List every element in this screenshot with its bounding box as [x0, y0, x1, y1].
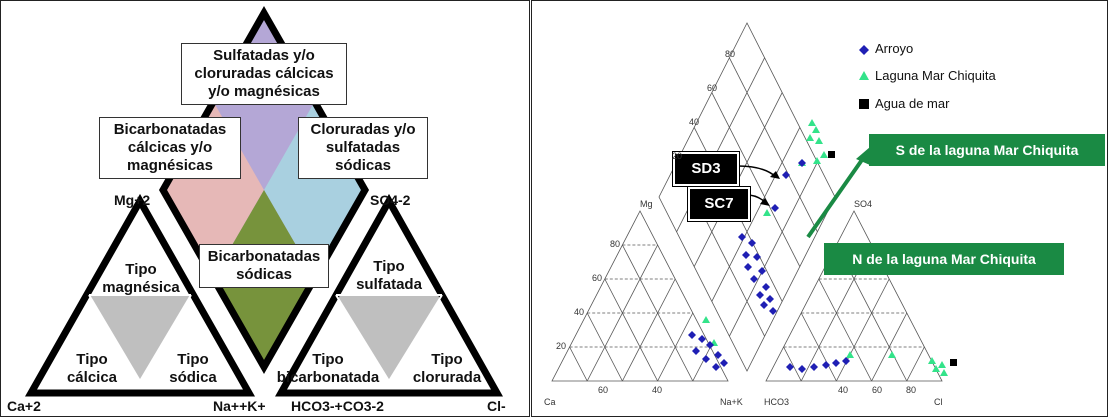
cation-triangle [24, 193, 256, 397]
axis-label-nak: Na+K [720, 397, 743, 407]
arrow-head-sc7 [760, 198, 770, 206]
legend-laguna: Laguna Mar Chiquita [875, 68, 996, 83]
cation-gray-region [89, 295, 191, 381]
label-anion-bl: Tipo bicarbonatada [276, 351, 380, 386]
corner-hco3: HCO3-+CO3-2 [291, 398, 384, 414]
series-laguna [702, 119, 948, 376]
callout-sc7: SC7 [688, 187, 750, 221]
tick-cation-20: 20 [556, 341, 567, 351]
cation-divider-2 [88, 294, 141, 382]
tick-diamond-80: 80 [725, 49, 736, 59]
piper-classification-panel: Sulfatadas y/o cloruradas cálcicas y/o m… [0, 0, 530, 417]
label-cation-bl: Tipo cálcica [66, 351, 118, 386]
label-left-region: Bicarbonatadas cálcicas y/o magnésicas [99, 117, 241, 179]
tick-cation-40: 40 [574, 307, 585, 317]
tick-cation-bottom-40: 40 [652, 385, 663, 395]
corner-ca: Ca+2 [7, 398, 41, 414]
label-anion-br: Tipo clorurada [412, 351, 482, 386]
tick-cation-bottom-60: 60 [598, 385, 609, 395]
tick-anion-bottom-40: 40 [838, 385, 849, 395]
tick-anion-80: 80 [906, 385, 917, 395]
axis-label-mg: Mg [640, 199, 653, 209]
corner-cl: Cl- [487, 398, 506, 414]
corner-mg: Mg+2 [114, 192, 151, 208]
anion-gray-region [336, 295, 442, 381]
corner-nak: Na++K+ [213, 398, 266, 414]
tick-anion-bottom-60: 60 [872, 385, 883, 395]
anion-triangle [275, 193, 503, 397]
tick-diamond-40: 40 [689, 117, 700, 127]
label-cation-top: Tipo magnésica [102, 261, 180, 296]
tick-cation-80: 80 [610, 239, 621, 249]
anion-divider-3 [388, 294, 443, 382]
axis-label-so4: SO4 [854, 199, 873, 209]
corner-so4: SO4-2 [370, 192, 411, 208]
tick-diamond-20: 20 [672, 151, 683, 161]
legend-agua-de-mar: Agua de mar [875, 96, 950, 111]
axis-label-cl: Cl [934, 397, 943, 407]
cation-divider-3 [139, 294, 192, 382]
piper-samples-panel: Arroyo Laguna Mar Chiquita Agua de mar S… [531, 0, 1108, 417]
legend-marker-laguna [859, 71, 869, 80]
label-cation-br: Tipo sódica [169, 351, 217, 386]
label-center-region: Bicarbonatadas sódicas [199, 244, 329, 288]
piper-plot-svg [551, 22, 957, 382]
tick-cation-60: 60 [592, 273, 603, 283]
series-agua-de-mar [828, 151, 957, 366]
tick-diamond-60: 60 [707, 83, 718, 93]
label-anion-top: Tipo sulfatada [356, 258, 422, 293]
legend-marker-agua [859, 99, 869, 109]
callout-sd3: SD3 [673, 152, 739, 186]
legend-marker-arroyo [859, 45, 869, 55]
label-top-region: Sulfatadas y/o cloruradas cálcicas y/o m… [181, 43, 347, 105]
note-south: S de la laguna Mar Chiquita [869, 134, 1105, 166]
anion-divider-2 [335, 294, 390, 382]
arrow-head-sd3 [770, 171, 780, 179]
trend-arrow-shaft [806, 155, 866, 239]
legend-arroyo: Arroyo [875, 41, 914, 56]
label-right-region: Cloruradas y/o sulfatadas sódicas [298, 117, 428, 179]
series-arroyo [688, 159, 850, 373]
note-north: N de la laguna Mar Chiquita [824, 243, 1064, 275]
trend-arrow-head [856, 147, 870, 165]
axis-label-ca: Ca [544, 397, 556, 407]
axis-label-hco3: HCO3 [764, 397, 790, 407]
